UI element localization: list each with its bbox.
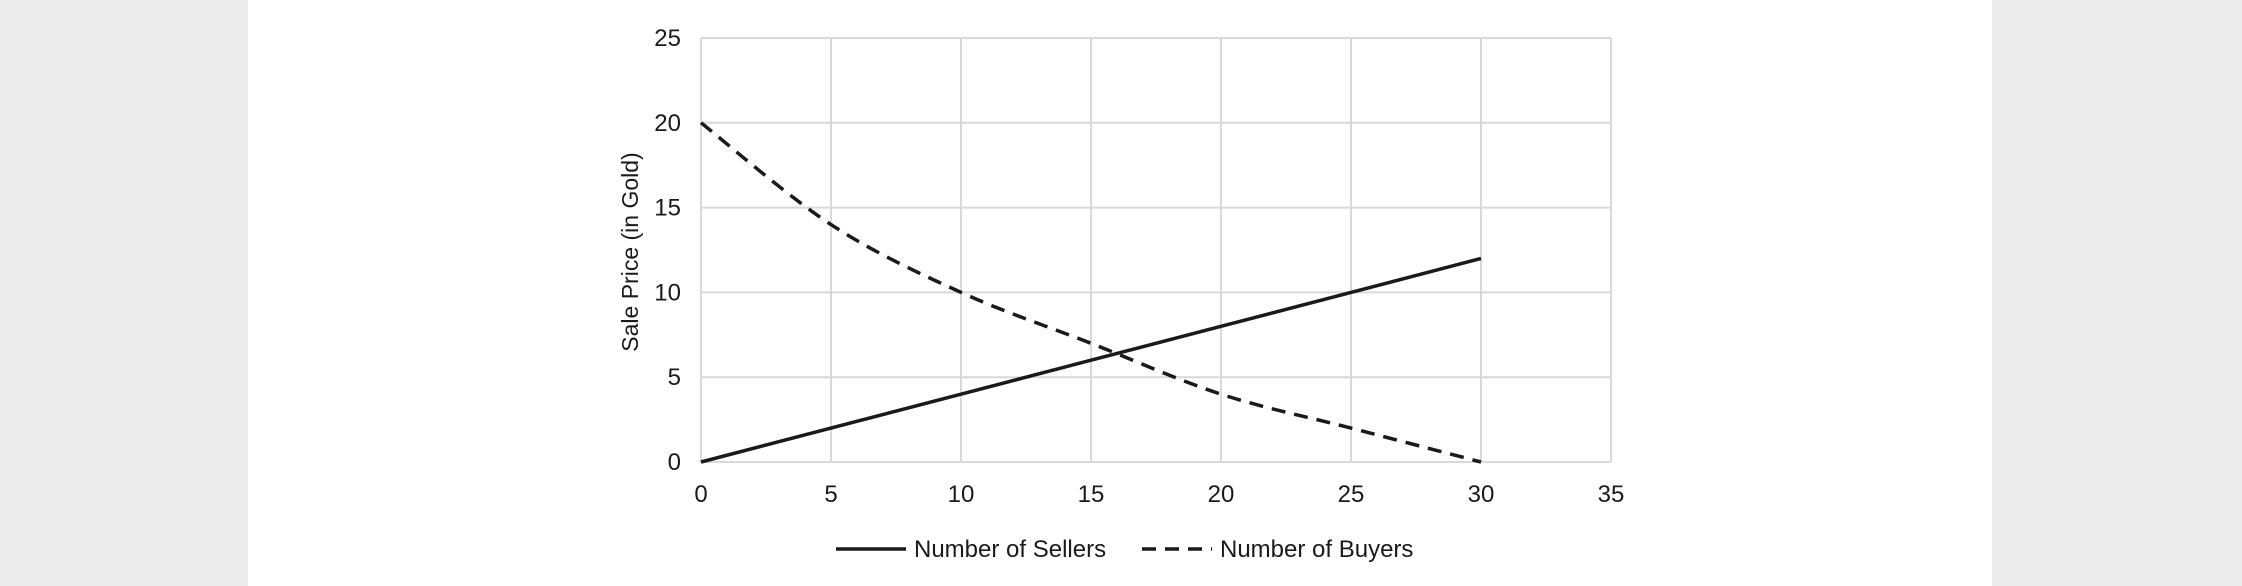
legend-item-sellers: Number of Sellers — [836, 536, 1106, 563]
series-layer — [699, 121, 1482, 464]
y-tick-label-3: 15 — [654, 195, 681, 222]
y-tick-label-0: 0 — [668, 449, 681, 476]
x-tick-label-2: 10 — [948, 481, 975, 508]
x-axis-ticks: 0 5 10 15 20 25 30 35 — [694, 481, 1624, 508]
y-tick-label-5: 25 — [654, 25, 681, 52]
y-axis-ticks: 0 5 10 15 20 25 — [654, 25, 681, 476]
x-tick-label-3: 15 — [1078, 481, 1105, 508]
y-axis-title: Sale Price (in Gold) — [617, 152, 643, 351]
x-tick-label-4: 20 — [1208, 481, 1235, 508]
legend: Number of Sellers Number of Buyers — [836, 536, 1413, 563]
x-tick-label-7: 35 — [1598, 481, 1625, 508]
series-line-sellers — [700, 256, 1482, 464]
x-tick-label-0: 0 — [694, 481, 707, 508]
legend-label-sellers: Number of Sellers — [914, 536, 1106, 563]
series-line-buyers — [699, 121, 1482, 464]
x-tick-label-5: 25 — [1338, 481, 1365, 508]
x-tick-label-6: 30 — [1468, 481, 1495, 508]
gridlines — [700, 37, 1612, 463]
x-tick-label-1: 5 — [824, 481, 837, 508]
y-tick-label-2: 10 — [654, 279, 681, 306]
legend-item-buyers: Number of Buyers — [1142, 536, 1413, 563]
legend-label-buyers: Number of Buyers — [1220, 536, 1413, 563]
y-tick-label-1: 5 — [668, 364, 681, 391]
y-tick-label-4: 20 — [654, 110, 681, 137]
